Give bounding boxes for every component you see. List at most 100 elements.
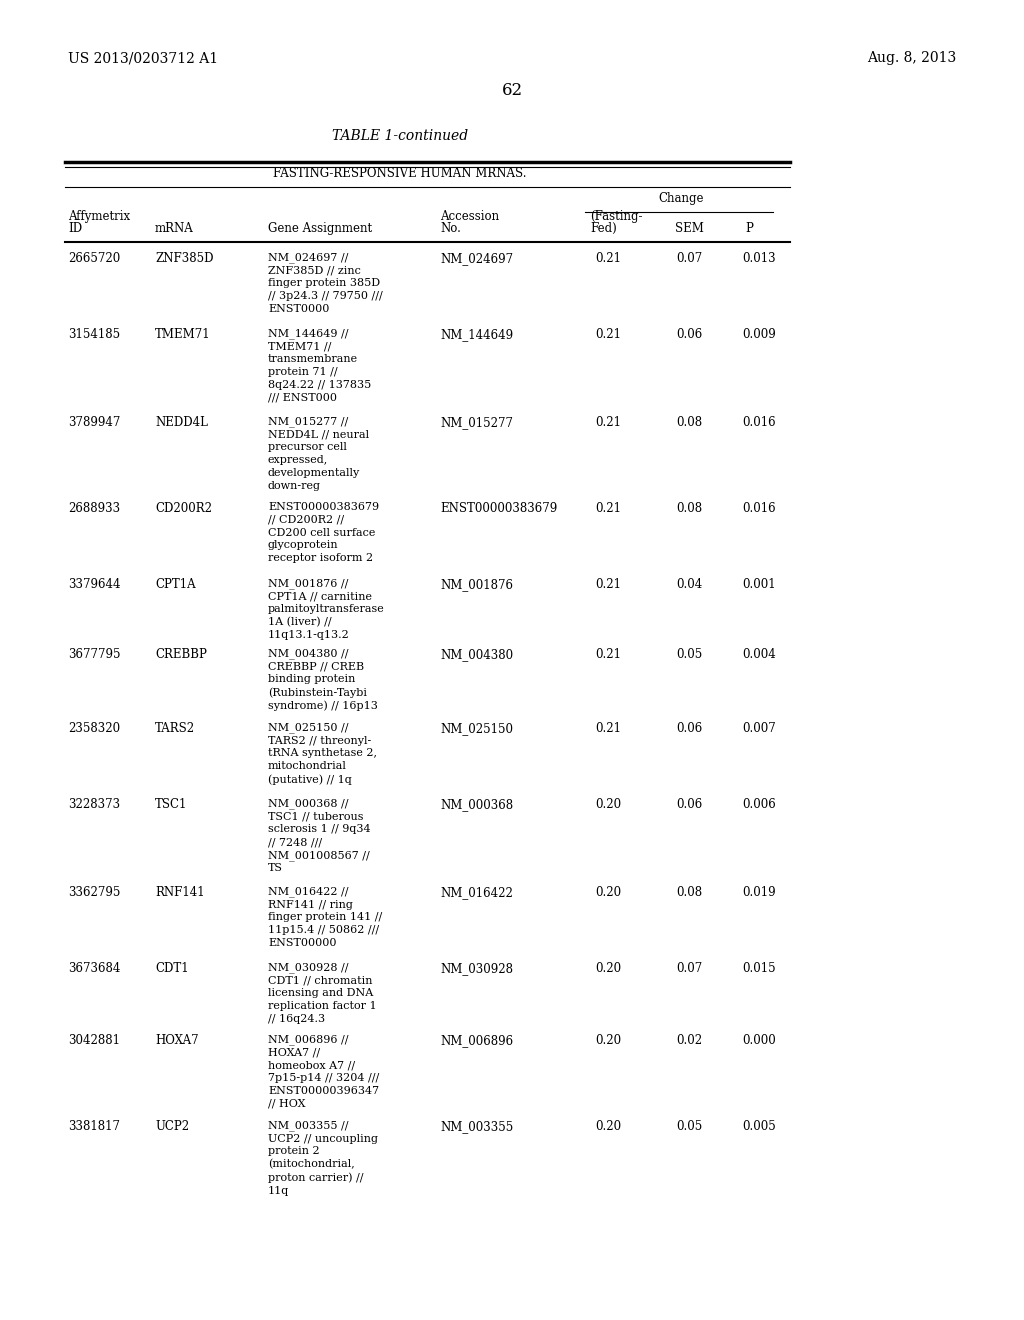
Text: 0.06: 0.06	[676, 327, 702, 341]
Text: NM_001876: NM_001876	[440, 578, 513, 591]
Text: 0.08: 0.08	[676, 502, 702, 515]
Text: RNF141: RNF141	[155, 886, 205, 899]
Text: 0.05: 0.05	[676, 1119, 702, 1133]
Text: NM_016422 //
RNF141 // ring
finger protein 141 //
11p15.4 // 50862 ///
ENST00000: NM_016422 // RNF141 // ring finger prote…	[268, 886, 382, 948]
Text: 0.21: 0.21	[595, 648, 621, 661]
Text: UCP2: UCP2	[155, 1119, 189, 1133]
Text: 0.21: 0.21	[595, 502, 621, 515]
Text: NM_001876 //
CPT1A // carnitine
palmitoyltransferase
1A (liver) //
11q13.1-q13.2: NM_001876 // CPT1A // carnitine palmitoy…	[268, 578, 385, 640]
Text: Accession: Accession	[440, 210, 499, 223]
Text: NM_004380: NM_004380	[440, 648, 513, 661]
Text: 0.05: 0.05	[676, 648, 702, 661]
Text: ENST00000383679
// CD200R2 //
CD200 cell surface
glycoprotein
receptor isoform 2: ENST00000383679 // CD200R2 // CD200 cell…	[268, 502, 379, 564]
Text: HOXA7: HOXA7	[155, 1034, 199, 1047]
Text: 0.007: 0.007	[742, 722, 776, 735]
Text: NM_015277 //
NEDD4L // neural
precursor cell
expressed,
developmentally
down-reg: NM_015277 // NEDD4L // neural precursor …	[268, 416, 369, 491]
Text: 0.001: 0.001	[742, 578, 776, 591]
Text: NM_000368 //
TSC1 // tuberous
sclerosis 1 // 9q34
// 7248 ///
NM_001008567 //
TS: NM_000368 // TSC1 // tuberous sclerosis …	[268, 799, 371, 874]
Text: NM_004380 //
CREBBP // CREB
binding protein
(Rubinstein-Taybi
syndrome) // 16p13: NM_004380 // CREBBP // CREB binding prot…	[268, 648, 378, 711]
Text: 3042881: 3042881	[68, 1034, 120, 1047]
Text: 0.016: 0.016	[742, 416, 776, 429]
Text: 3362795: 3362795	[68, 886, 121, 899]
Text: 0.21: 0.21	[595, 327, 621, 341]
Text: 0.06: 0.06	[676, 722, 702, 735]
Text: Gene Assignment: Gene Assignment	[268, 222, 372, 235]
Text: NM_144649 //
TMEM71 //
transmembrane
protein 71 //
8q24.22 // 137835
/// ENST000: NM_144649 // TMEM71 // transmembrane pro…	[268, 327, 372, 403]
Text: 0.005: 0.005	[742, 1119, 776, 1133]
Text: NM_025150 //
TARS2 // threonyl-
tRNA synthetase 2,
mitochondrial
(putative) // 1: NM_025150 // TARS2 // threonyl- tRNA syn…	[268, 722, 377, 784]
Text: (Fasting-: (Fasting-	[590, 210, 642, 223]
Text: 0.20: 0.20	[595, 1119, 622, 1133]
Text: 0.015: 0.015	[742, 962, 776, 975]
Text: 0.019: 0.019	[742, 886, 776, 899]
Text: TABLE 1-continued: TABLE 1-continued	[332, 129, 468, 143]
Text: NM_016422: NM_016422	[440, 886, 513, 899]
Text: TSC1: TSC1	[155, 799, 187, 810]
Text: 3379644: 3379644	[68, 578, 121, 591]
Text: Change: Change	[658, 191, 705, 205]
Text: NM_006896: NM_006896	[440, 1034, 513, 1047]
Text: TMEM71: TMEM71	[155, 327, 211, 341]
Text: 3381817: 3381817	[68, 1119, 120, 1133]
Text: NM_015277: NM_015277	[440, 416, 513, 429]
Text: US 2013/0203712 A1: US 2013/0203712 A1	[68, 51, 218, 65]
Text: NM_006896 //
HOXA7 //
homeobox A7 //
7p15-p14 // 3204 ///
ENST00000396347
// HOX: NM_006896 // HOXA7 // homeobox A7 // 7p1…	[268, 1034, 379, 1109]
Text: 0.006: 0.006	[742, 799, 776, 810]
Text: NM_000368: NM_000368	[440, 799, 513, 810]
Text: 3228373: 3228373	[68, 799, 120, 810]
Text: 0.000: 0.000	[742, 1034, 776, 1047]
Text: Fed): Fed)	[590, 222, 616, 235]
Text: Affymetrix: Affymetrix	[68, 210, 130, 223]
Text: ENST00000383679: ENST00000383679	[440, 502, 557, 515]
Text: 2688933: 2688933	[68, 502, 120, 515]
Text: NM_030928: NM_030928	[440, 962, 513, 975]
Text: FASTING-RESPONSIVE HUMAN MRNAS.: FASTING-RESPONSIVE HUMAN MRNAS.	[273, 168, 526, 180]
Text: 0.20: 0.20	[595, 799, 622, 810]
Text: 0.21: 0.21	[595, 252, 621, 265]
Text: NM_003355: NM_003355	[440, 1119, 513, 1133]
Text: 0.21: 0.21	[595, 416, 621, 429]
Text: 0.04: 0.04	[676, 578, 702, 591]
Text: Aug. 8, 2013: Aug. 8, 2013	[866, 51, 956, 65]
Text: NM_030928 //
CDT1 // chromatin
licensing and DNA
replication factor 1
// 16q24.3: NM_030928 // CDT1 // chromatin licensing…	[268, 962, 377, 1024]
Text: NEDD4L: NEDD4L	[155, 416, 208, 429]
Text: 0.06: 0.06	[676, 799, 702, 810]
Text: 3789947: 3789947	[68, 416, 121, 429]
Text: 3154185: 3154185	[68, 327, 120, 341]
Text: 0.009: 0.009	[742, 327, 776, 341]
Text: 0.20: 0.20	[595, 962, 622, 975]
Text: 0.016: 0.016	[742, 502, 776, 515]
Text: NM_003355 //
UCP2 // uncoupling
protein 2
(mitochondrial,
proton carrier) //
11q: NM_003355 // UCP2 // uncoupling protein …	[268, 1119, 378, 1196]
Text: 0.08: 0.08	[676, 416, 702, 429]
Text: mRNA: mRNA	[155, 222, 194, 235]
Text: 2358320: 2358320	[68, 722, 120, 735]
Text: SEM: SEM	[675, 222, 703, 235]
Text: ZNF385D: ZNF385D	[155, 252, 213, 265]
Text: 0.07: 0.07	[676, 962, 702, 975]
Text: 0.02: 0.02	[676, 1034, 702, 1047]
Text: 2665720: 2665720	[68, 252, 120, 265]
Text: 0.21: 0.21	[595, 722, 621, 735]
Text: NM_025150: NM_025150	[440, 722, 513, 735]
Text: 3673684: 3673684	[68, 962, 121, 975]
Text: 0.20: 0.20	[595, 886, 622, 899]
Text: 0.20: 0.20	[595, 1034, 622, 1047]
Text: 3677795: 3677795	[68, 648, 121, 661]
Text: NM_024697: NM_024697	[440, 252, 513, 265]
Text: 0.21: 0.21	[595, 578, 621, 591]
Text: TARS2: TARS2	[155, 722, 196, 735]
Text: 62: 62	[502, 82, 522, 99]
Text: 0.08: 0.08	[676, 886, 702, 899]
Text: 0.004: 0.004	[742, 648, 776, 661]
Text: No.: No.	[440, 222, 461, 235]
Text: P: P	[745, 222, 753, 235]
Text: NM_024697 //
ZNF385D // zinc
finger protein 385D
// 3p24.3 // 79750 ///
ENST0000: NM_024697 // ZNF385D // zinc finger prot…	[268, 252, 383, 314]
Text: CD200R2: CD200R2	[155, 502, 212, 515]
Text: CPT1A: CPT1A	[155, 578, 196, 591]
Text: 0.07: 0.07	[676, 252, 702, 265]
Text: ID: ID	[68, 222, 82, 235]
Text: NM_144649: NM_144649	[440, 327, 513, 341]
Text: CDT1: CDT1	[155, 962, 188, 975]
Text: CREBBP: CREBBP	[155, 648, 207, 661]
Text: 0.013: 0.013	[742, 252, 776, 265]
